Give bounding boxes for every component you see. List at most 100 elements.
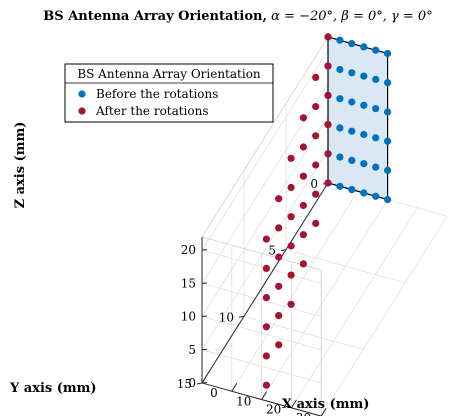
x-tick-mark [261, 391, 268, 400]
legend-box [64, 63, 274, 123]
point-after [299, 201, 307, 210]
point-after [324, 179, 332, 187]
z-tick-label: 10 [181, 310, 196, 324]
y-tick-mark [280, 249, 287, 252]
x-tick-label: 20 [266, 403, 281, 416]
chart-title-bold: BS Antenna Array Orientation, [43, 9, 267, 24]
point-after [312, 103, 320, 111]
point-after [287, 300, 295, 308]
z-tick-label: 20 [181, 243, 196, 257]
point-before [336, 95, 344, 103]
point-after [299, 231, 307, 239]
point-after [287, 271, 295, 279]
grid-line [201, 116, 329, 317]
point-after [275, 282, 283, 290]
grid-line [201, 349, 322, 384]
point-after [312, 73, 320, 81]
point-after [299, 260, 307, 268]
y-tick-mark [238, 315, 245, 318]
y-tick-label: 0 [310, 177, 318, 191]
point-after [262, 352, 270, 360]
grid-line [261, 199, 388, 400]
legend-marker-before [78, 90, 86, 98]
y-axis-label: Y axis (mm) [9, 381, 97, 396]
grid-line [291, 207, 418, 409]
point-after [299, 114, 307, 122]
grid-line [243, 315, 364, 350]
x-tick-mark [290, 399, 297, 409]
z-tick-label: 0 [188, 376, 196, 390]
array-plane [327, 36, 389, 201]
y-axis-line [201, 182, 329, 384]
point-after [299, 143, 307, 151]
point-after [287, 183, 295, 192]
z-tick-mark [201, 315, 208, 318]
point-after [275, 341, 283, 349]
x-tick-label: 0 [210, 386, 218, 400]
y-tick-label: 5 [268, 244, 276, 258]
point-after [324, 33, 332, 41]
grid-line [285, 249, 406, 284]
grid-line [201, 83, 329, 284]
point-before [348, 127, 356, 135]
x-tick-label: 10 [236, 394, 251, 408]
point-after [275, 312, 283, 320]
point-before [360, 189, 368, 197]
point-before [348, 40, 356, 48]
y-tick-label: 15 [177, 377, 192, 391]
point-before [372, 134, 380, 142]
point-before [336, 182, 344, 190]
grid-line [201, 249, 322, 284]
point-after [312, 161, 320, 169]
z-tick-mark [201, 381, 208, 384]
point-before [348, 69, 356, 77]
point-after [275, 195, 283, 203]
point-after [262, 323, 270, 331]
y-tick-mark [196, 382, 203, 385]
point-before [384, 196, 392, 204]
point-after [324, 150, 332, 158]
x-tick-mark [201, 374, 208, 384]
x-axis-label: X axis (mm) [282, 397, 369, 412]
point-after [262, 381, 270, 389]
grid-line [231, 191, 359, 392]
point-after [324, 62, 332, 70]
point-after [312, 132, 320, 140]
legend-title: BS Antenna Array Orientation [77, 67, 261, 81]
box-edge [201, 36, 329, 238]
point-before [360, 72, 368, 80]
y-tick-label: 10 [219, 310, 234, 324]
point-before [360, 43, 368, 51]
tick-labels: 05101520010203040051015 [177, 177, 318, 416]
z-tick-label: 15 [181, 276, 196, 290]
legend-marker-after [78, 107, 86, 115]
point-before [372, 105, 380, 113]
point-after [262, 264, 270, 272]
point-after [299, 172, 307, 180]
point-after [287, 154, 295, 162]
legend-label-after: After the rotations [95, 104, 209, 118]
point-after [287, 242, 295, 250]
z-tick-label: 5 [188, 343, 196, 357]
point-before [384, 108, 392, 116]
chart-title-angles: α = −20°, β = 0°, γ = 0° [271, 9, 433, 24]
legend-label-before: Before the rotations [96, 87, 218, 101]
point-before [348, 98, 356, 106]
point-after [324, 91, 332, 99]
point-after [312, 219, 320, 227]
point-after [324, 121, 332, 129]
grid-line [320, 216, 448, 416]
x-tick-label: 30 [296, 411, 311, 416]
point-before [384, 137, 392, 145]
chart-title: BS Antenna Array Orientation, α = −20°, … [43, 9, 432, 24]
point-before [336, 36, 344, 44]
grid-line [201, 50, 329, 251]
grid-line [201, 283, 322, 317]
point-after [262, 294, 270, 302]
point-before [336, 124, 344, 132]
point-before [348, 156, 356, 164]
point-before [336, 65, 344, 74]
x-tick-mark [231, 382, 238, 392]
array-plane-surface [327, 36, 389, 201]
